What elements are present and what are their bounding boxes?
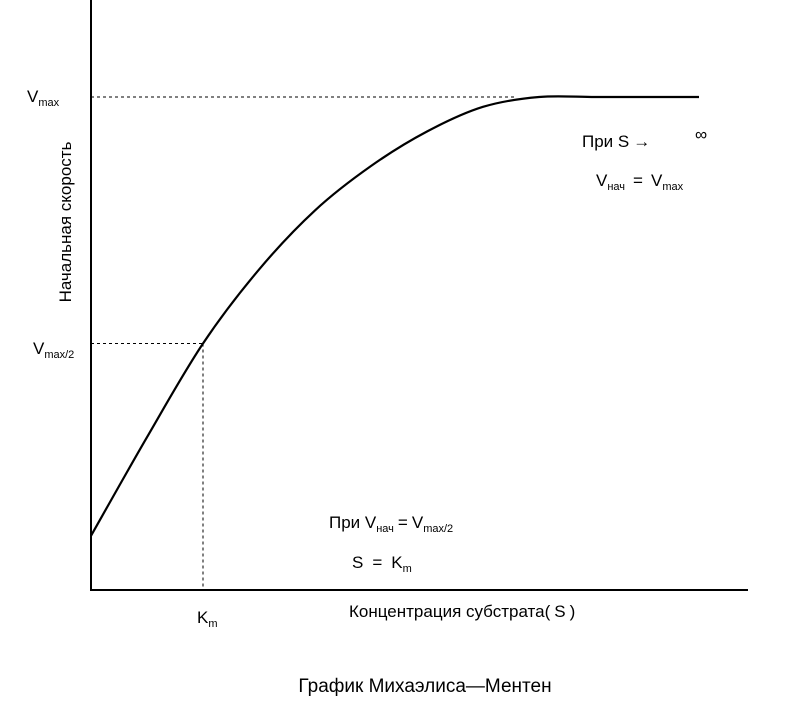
vhalf-tick-main: V [33,339,45,358]
annotation-bottom-k: K [391,553,403,572]
x-axis-label: Концентрация субстрата(S) [349,603,575,621]
vhalf-tick-label: Vmax/2 [33,339,75,361]
km-tick-label: Km [197,608,218,630]
annotation-top-v: V [596,171,608,190]
annotation-bottom-eq: = [397,513,408,532]
annotation-bottom-v2-sub: max/2 [423,523,454,535]
x-axis-label-text: Концентрация субстрата [349,602,545,621]
annotation-top-arrow: → [633,132,651,151]
y-axis-label: Начальная скорость [56,141,75,303]
annotation-bottom-line1: При Vнач = Vmax/2 [329,513,454,535]
vhalf-tick-sub: max/2 [44,349,75,361]
annotation-bottom-eq2: = [372,553,383,572]
x-axis-label-var: S [554,602,566,621]
vmax-tick-sub: max [38,97,60,109]
annotation-top-line2: Vнач = Vmax [596,171,684,193]
annotation-top-infinity: ∞ [695,126,707,144]
annotation-bottom-line2: S = Km [352,553,412,575]
annotation-bottom-s: S [352,553,364,572]
vmax-tick-main: V [27,87,39,106]
annotation-top-eq: = [633,171,643,190]
annotation-top-pri-s: При S [582,132,630,151]
annotation-bottom-v-sub: нач [376,523,394,535]
annotation-bottom-v2: V [411,513,424,532]
km-tick-main: K [197,608,209,627]
km-tick-sub: m [208,618,218,630]
annotation-top-v2: V [650,171,663,190]
x-axis-label-close: ) [569,602,576,621]
annotation-top-inf: ∞ [695,125,708,144]
annotation-top-line1: При S → [582,133,650,151]
annotation-bottom-k-sub: m [402,563,412,575]
saturation-curve [90,95,699,537]
x-axis-label-open: ( [544,602,551,621]
annotation-top-v-sub: нач [607,181,626,193]
vmax-tick-label: Vmax [27,87,60,109]
annotation-top-v2-sub: max [662,181,684,193]
figure-caption: График Михаэлиса—Ментен [298,676,552,697]
annotation-bottom-prefix: При V [329,513,377,532]
